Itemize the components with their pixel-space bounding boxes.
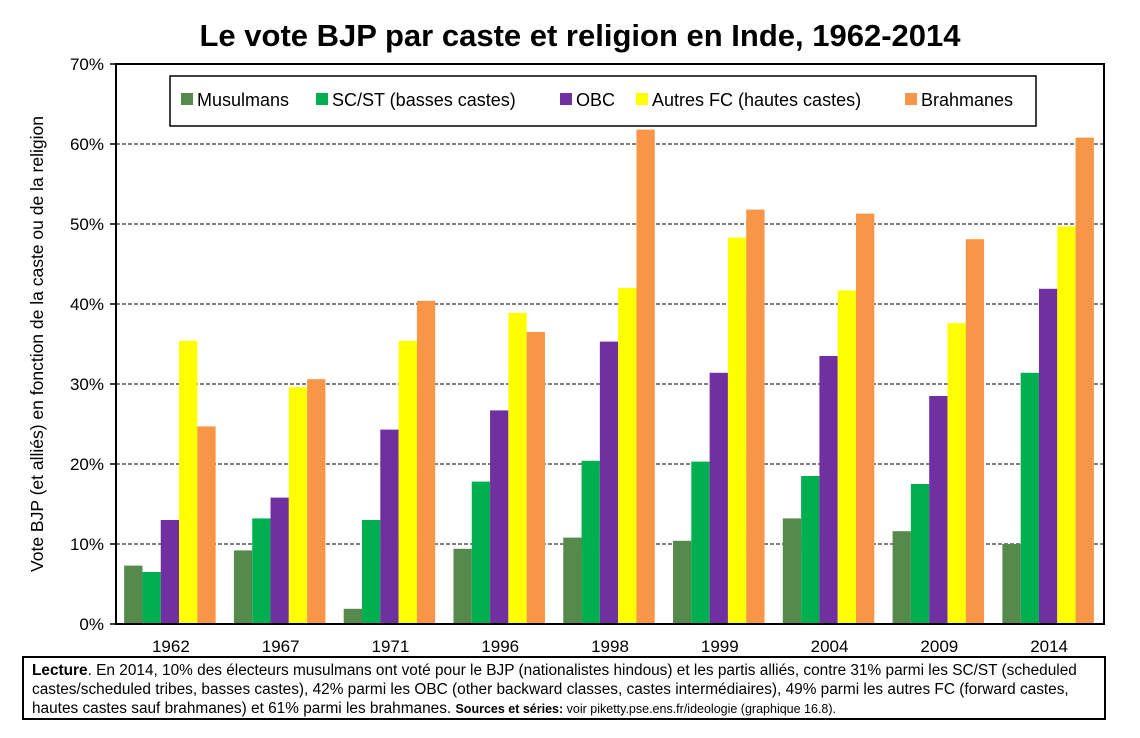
y-axis-ticks: 0% 10% 20% 30% 40% 50% 60% 70% <box>70 55 116 634</box>
legend-swatch <box>316 93 328 105</box>
bar <box>819 356 838 624</box>
x-tick-label: 1962 <box>152 637 190 656</box>
y-tick-label: 40% <box>70 295 104 314</box>
bar <box>618 288 637 624</box>
note-label: Lecture <box>32 662 88 679</box>
bar <box>270 497 289 624</box>
bar <box>1057 226 1076 624</box>
bar <box>508 312 527 624</box>
y-axis-label: Vote BJP (et alliés) en fonction de la c… <box>27 116 47 572</box>
bar <box>691 461 710 624</box>
bar <box>142 572 161 624</box>
bar <box>453 548 472 624</box>
bar <box>1038 288 1058 624</box>
bar <box>179 340 198 624</box>
x-tick-label: 2014 <box>1030 637 1068 656</box>
y-tick-label: 30% <box>70 375 104 394</box>
bar <box>801 476 820 624</box>
x-tick-label: 1967 <box>262 637 300 656</box>
bar <box>636 129 655 624</box>
bar <box>1002 544 1021 624</box>
reading-note: Lecture. En 2014, 10% des électeurs musu… <box>22 656 1106 720</box>
bar-chart: 0% 10% 20% 30% 40% 50% 60% 70% 1962 1967 1971 1996… <box>27 55 1105 656</box>
bar <box>288 387 308 624</box>
bar <box>471 481 491 624</box>
legend-swatch <box>560 93 572 105</box>
bars <box>124 129 1094 624</box>
bar <box>782 518 802 624</box>
legend-label: Autres FC (hautes castes) <box>652 90 861 110</box>
plot-area <box>115 63 1105 625</box>
bar <box>947 323 966 624</box>
bar <box>526 332 545 624</box>
bar <box>160 520 180 624</box>
bar <box>563 537 582 624</box>
note-text: . En 2014, 10% des électeurs musulmans o… <box>32 662 1077 717</box>
legend-swatch <box>181 93 193 105</box>
bar <box>746 209 765 624</box>
bar <box>307 379 326 624</box>
bar <box>599 341 619 624</box>
legend-swatch <box>636 93 648 105</box>
sources-text: voir piketty.pse.ens.fr/ideologie (graph… <box>563 702 837 716</box>
bar <box>910 484 930 624</box>
bar <box>124 565 143 624</box>
bar <box>965 239 985 624</box>
bar <box>581 460 600 624</box>
y-tick-label: 70% <box>70 55 104 74</box>
bar <box>252 518 271 624</box>
x-tick-label: 2004 <box>811 637 849 656</box>
bar <box>1075 137 1094 624</box>
legend-swatch <box>905 93 917 105</box>
bar <box>673 540 692 624</box>
x-tick-label: 1998 <box>591 637 629 656</box>
y-tick-label: 20% <box>70 455 104 474</box>
bar <box>233 550 253 624</box>
legend-box <box>169 75 1037 127</box>
bar <box>929 396 948 624</box>
y-tick-label: 10% <box>70 535 104 554</box>
legend: Musulmans SC/ST (basses castes) OBC Autres … <box>169 75 1037 127</box>
chart-title: Le vote BJP par caste et religion en Ind… <box>199 18 961 53</box>
x-tick-label: 1971 <box>372 637 410 656</box>
bar <box>361 520 381 624</box>
legend-label: SC/ST (basses castes) <box>332 90 516 110</box>
bar <box>856 213 875 624</box>
sources-label: Sources et séries: <box>455 702 564 716</box>
y-tick-label: 60% <box>70 135 104 154</box>
bar <box>398 340 417 624</box>
bar <box>727 237 747 624</box>
bar <box>416 300 436 624</box>
bar <box>343 608 362 624</box>
x-axis-ticks: 1962 1967 1971 1996 1998 1999 2004 2009 2014 <box>152 637 1068 656</box>
y-tick-label: 0% <box>79 615 104 634</box>
bar <box>197 426 216 624</box>
x-tick-label: 1996 <box>481 637 519 656</box>
x-tick-label: 1999 <box>701 637 739 656</box>
bar <box>709 372 728 624</box>
bar <box>1020 372 1039 624</box>
legend-label: OBC <box>576 90 615 110</box>
bar <box>892 531 911 624</box>
legend-label: Musulmans <box>197 90 289 110</box>
x-tick-label: 2009 <box>920 637 958 656</box>
bar <box>490 410 509 624</box>
bar <box>837 290 857 624</box>
y-tick-label: 50% <box>70 215 104 234</box>
bar <box>380 429 399 624</box>
legend-label: Brahmanes <box>921 90 1013 110</box>
